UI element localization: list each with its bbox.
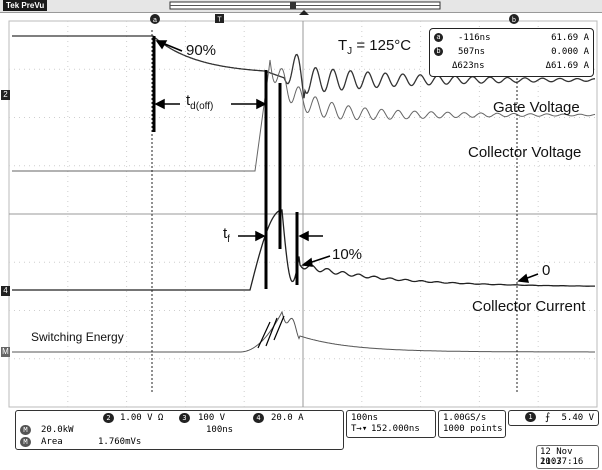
td-symbol: t bbox=[186, 92, 191, 109]
hatch-line bbox=[265, 317, 278, 347]
label-collector-current: Collector Current bbox=[472, 298, 586, 315]
label-collector-voltage: Collector Voltage bbox=[468, 144, 582, 161]
math-scale: 20.0kW bbox=[41, 425, 74, 435]
graticule-grid bbox=[9, 21, 597, 407]
label-gate-voltage: Gate Voltage bbox=[493, 99, 580, 116]
measure-value: 1.760mVs bbox=[98, 437, 142, 447]
time-text: 11:37:16 bbox=[540, 457, 584, 467]
readout-a-time: -116ns bbox=[458, 33, 491, 43]
date-text: 12 Nov 2007 bbox=[540, 447, 573, 467]
timebase-panel[interactable]: 100ns T→▾ 152.000ns bbox=[346, 410, 436, 438]
tf-symbol: t bbox=[223, 225, 228, 242]
td-subscript: d(off) bbox=[190, 101, 214, 112]
cursor-readout-panel: a -116ns 61.69 A b 507ns 0.000 A Δ623ns … bbox=[429, 28, 594, 77]
readout-b-time: 507ns bbox=[458, 47, 486, 57]
label-90pct: 90% bbox=[186, 42, 217, 59]
tek-prevu-label: Tek PreVu bbox=[3, 0, 48, 11]
timebase-position: 152.000ns bbox=[371, 424, 420, 434]
collector-current-trace bbox=[12, 209, 595, 291]
trigger-panel[interactable]: 1 ⨍ 5.40 V bbox=[508, 410, 599, 426]
hatch-line bbox=[273, 315, 285, 341]
tj-symbol: T bbox=[338, 37, 348, 54]
record-position-marker bbox=[290, 2, 296, 9]
timebase-scale: 100ns bbox=[351, 413, 379, 423]
readout-row-b: b 507ns 0.000 A bbox=[434, 46, 589, 58]
ch3-scale: 100 V bbox=[198, 413, 226, 423]
collector-voltage-trace bbox=[12, 59, 596, 172]
label-10pct: 10% bbox=[332, 246, 363, 263]
trigger-channel-icon: 1 bbox=[525, 412, 536, 422]
tj-subscript: J bbox=[347, 46, 353, 57]
cursor-b-marker[interactable] bbox=[509, 14, 519, 24]
channel-settings-panel[interactable]: 2 1.00 V Ω 3 100 V 4 20.0 A M 20.0kW 100… bbox=[15, 410, 344, 450]
trigger-marker[interactable] bbox=[215, 14, 224, 23]
ch3-icon: 3 bbox=[179, 413, 190, 423]
switching-energy-hatch bbox=[257, 315, 285, 349]
annotation-arrows bbox=[154, 40, 539, 283]
trigger-level: 5.40 V bbox=[561, 413, 594, 423]
readout-b-icon: b bbox=[434, 47, 443, 56]
label-switching-energy: Switching Energy bbox=[31, 330, 124, 344]
cursor-a-label: a bbox=[153, 17, 157, 24]
readout-a-icon: a bbox=[434, 33, 443, 42]
ch2-ground-marker[interactable]: 2 bbox=[1, 90, 10, 100]
trigger-position-arrow[interactable] bbox=[299, 10, 309, 15]
trigger-marker-label: T bbox=[217, 17, 222, 24]
label-tf: tf bbox=[223, 225, 230, 245]
hatch-line bbox=[257, 321, 271, 349]
math-icon: M bbox=[20, 425, 31, 435]
ch2-icon: 2 bbox=[103, 413, 114, 423]
trigger-position-icon: T→▾ bbox=[351, 424, 368, 434]
cursor-b-label: b bbox=[512, 17, 516, 24]
ch4-scale: 20.0 A bbox=[271, 413, 304, 423]
trigger-slope-icon: ⨍ bbox=[545, 412, 551, 423]
tj-value: = 125°C bbox=[352, 37, 412, 54]
measure-icon: M bbox=[20, 437, 31, 447]
readout-delta-time: Δ623ns bbox=[452, 61, 485, 71]
gate-voltage-trace bbox=[12, 35, 595, 99]
record-length: 1000 points bbox=[443, 424, 503, 434]
readout-row-delta: Δ623ns Δ61.69 A bbox=[434, 60, 589, 72]
datetime-panel: 12 Nov 2007 11:37:16 bbox=[536, 445, 599, 469]
label-zero: 0 bbox=[542, 262, 551, 279]
switching-energy-trace bbox=[12, 310, 595, 353]
measure-name: Area bbox=[41, 437, 63, 447]
readout-delta-value: Δ61.69 A bbox=[545, 61, 589, 71]
label-junction-temp: TJ = 125°C bbox=[338, 37, 411, 57]
ch4-ground-marker[interactable]: 4 bbox=[1, 286, 10, 296]
label-td-off: td(off) bbox=[186, 92, 213, 112]
math-ground-marker[interactable]: M bbox=[1, 347, 10, 357]
sample-rate: 1.00GS/s bbox=[443, 413, 487, 423]
ch2-scale: 1.00 V Ω bbox=[120, 413, 164, 423]
tf-subscript: f bbox=[227, 234, 230, 245]
acquisition-panel[interactable]: 1.00GS/s 1000 points bbox=[438, 410, 506, 438]
readout-a-value: 61.69 A bbox=[551, 33, 589, 43]
ch4-icon: 4 bbox=[253, 413, 264, 423]
math-time: 100ns bbox=[206, 425, 234, 435]
readout-row-a: a -116ns 61.69 A bbox=[434, 32, 589, 44]
cursor-a-marker[interactable] bbox=[150, 14, 160, 24]
readout-b-value: 0.000 A bbox=[551, 47, 589, 57]
